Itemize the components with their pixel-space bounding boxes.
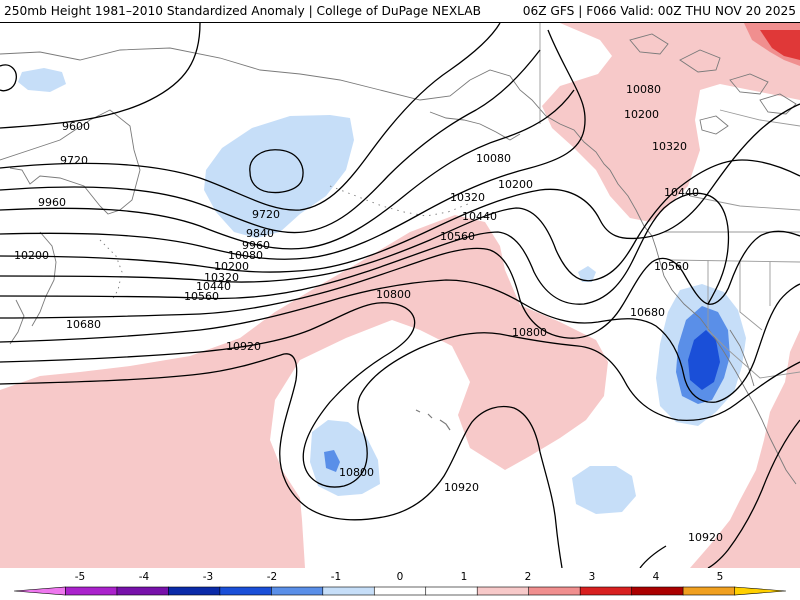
positive-anomaly-southwest	[0, 215, 608, 568]
negative-anomaly-hawaii-core	[324, 450, 340, 472]
positive-anomaly-core	[760, 30, 800, 60]
anomaly-shading	[0, 23, 800, 568]
colorbar-tick-label: 5	[717, 571, 724, 583]
colorbar-segment	[425, 586, 478, 596]
contour-label: 10200	[624, 108, 659, 121]
colorbar-segment	[373, 586, 427, 596]
contour-10200	[0, 103, 800, 273]
colorbar-tick-labels: -5 -4 -3 -2 -1 0 1 2 3 4 5	[75, 571, 724, 583]
run-info: 06Z GFS | F066 Valid: 00Z THU NOV 20 202…	[522, 4, 796, 18]
contour-label: 9840	[246, 227, 274, 240]
contour-label: 10440	[196, 280, 231, 293]
map-panel: 9600 9720 9960 10200 10680 10920 9720 9840 9960 1…	[0, 23, 800, 568]
contour-label: 9720	[60, 154, 88, 167]
contour-label: 10080	[228, 249, 263, 262]
map-title: 250mb Height 1981–2010 Standardized Anom…	[4, 4, 481, 18]
negative-anomaly-pacific	[572, 466, 636, 514]
contour-label: 10680	[630, 306, 665, 319]
contour-10440	[0, 192, 730, 305]
colorbar-segment	[476, 586, 530, 596]
contour-9960	[0, 89, 575, 250]
colorbar-tick-label: -1	[331, 571, 341, 583]
contour-label: 10560	[654, 260, 689, 273]
contour-label: 10680	[66, 318, 101, 331]
colorbar-tick-label: 0	[397, 571, 404, 583]
colorbar-segment	[168, 586, 221, 596]
contour-10800-loop	[0, 302, 800, 488]
negative-anomaly-hawaii	[310, 420, 380, 496]
contour-label: 10200	[498, 178, 533, 191]
contour-label: 10560	[184, 290, 219, 303]
negative-anomaly-bering	[204, 115, 354, 238]
colorbar-tick-label: -5	[75, 571, 85, 583]
contour-label: 9600	[62, 120, 90, 133]
contour-10320	[0, 159, 800, 283]
positive-anomaly-northeast	[542, 23, 800, 222]
colorbar-tick-label: 2	[525, 571, 532, 583]
negative-anomaly-arctic	[18, 68, 66, 92]
contour-10680	[0, 279, 800, 403]
contour-9720	[0, 23, 501, 211]
contour-label: 10200	[14, 249, 49, 262]
contour-label: 10320	[204, 271, 239, 284]
contour-label: 10560	[440, 230, 475, 243]
positive-anomaly-east	[690, 330, 800, 568]
colorbar-segment	[271, 586, 324, 596]
contour-arctic-ring	[0, 64, 17, 92]
contour-label: 10200	[214, 260, 249, 273]
colorbar-segment	[631, 586, 684, 596]
colorbar-segment	[322, 586, 375, 596]
negative-anomaly-small	[578, 266, 596, 282]
contour-10920-east	[707, 419, 800, 568]
colorbar-tick-label: -2	[267, 571, 277, 583]
colorbar-segment	[219, 586, 272, 596]
contour-10920	[0, 353, 563, 568]
contour-9720-closed	[249, 149, 304, 194]
contour-label: 9960	[38, 196, 66, 209]
colorbar-tick-label: -4	[139, 571, 150, 583]
contour-label: 9960	[242, 239, 270, 252]
colorbar-segment	[579, 586, 633, 596]
colorbar-tick-label: 3	[589, 571, 596, 583]
colorbar-tick-label: 4	[653, 571, 660, 583]
colorbar-segment	[65, 586, 118, 596]
contour-labels: 9600972099601020010680109209720984099601…	[14, 83, 723, 544]
contour-label: 10920	[444, 481, 479, 494]
colorbar-segment	[528, 586, 581, 596]
height-contours	[0, 23, 800, 568]
contour-label: 10080	[476, 152, 511, 165]
colorbar: -5 -4 -3 -2 -1 0 1 2 3 4 5	[0, 568, 800, 600]
contour-label: 9720	[252, 208, 280, 221]
contour-label: 10800	[512, 326, 547, 339]
contour-label: 10320	[450, 191, 485, 204]
contour-9840	[0, 49, 541, 234]
coastlines	[0, 23, 800, 485]
negative-anomaly-westcoast-core	[688, 330, 720, 390]
contour-label: 10320	[652, 140, 687, 153]
colorbar-tick-label: 1	[461, 571, 468, 583]
contour-label: 10440	[462, 210, 497, 223]
contour-10920-sw	[639, 545, 667, 568]
contour-label: 10800	[376, 288, 411, 301]
colorbar-segment	[682, 586, 736, 596]
colorbar-segment	[13, 586, 66, 596]
header-bar: 250mb Height 1981–2010 Standardized Anom…	[0, 0, 800, 23]
colorbar-tick-label: -3	[203, 571, 213, 583]
contour-label: 10440	[664, 186, 699, 199]
contour-9600	[0, 23, 201, 129]
contour-10560	[0, 230, 800, 339]
contour-10080	[0, 29, 586, 260]
colorbar-segment	[734, 586, 787, 596]
contour-label: 10920	[226, 340, 261, 353]
colorbar-segments	[13, 586, 787, 596]
colorbar-segment	[116, 586, 170, 596]
contour-label: 10920	[688, 531, 723, 544]
contour-label: 10800	[339, 466, 374, 479]
contour-label: 10080	[626, 83, 661, 96]
